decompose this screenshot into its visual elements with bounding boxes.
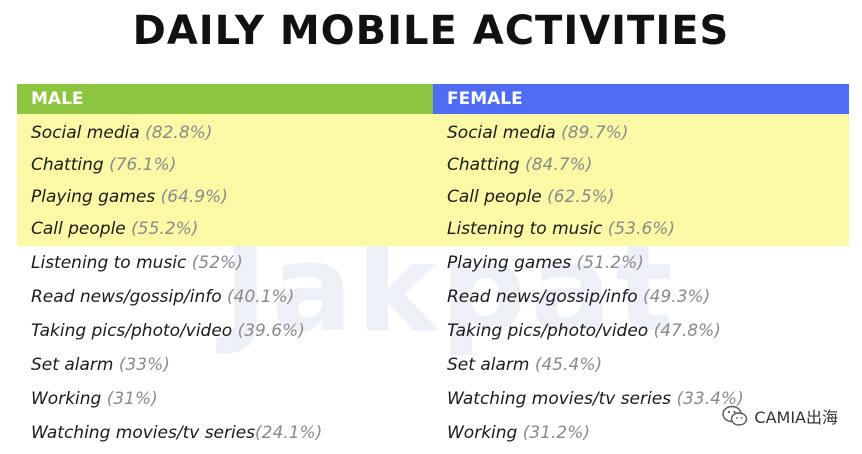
activity-percent: (55.2%) bbox=[131, 219, 199, 239]
plain-rows: Listening to music (52%) Playing games (… bbox=[17, 246, 849, 450]
activity-label: Chatting bbox=[447, 155, 520, 175]
activity-label: Playing games bbox=[447, 253, 572, 273]
female-cell: Listening to music (53.6%) bbox=[433, 219, 849, 239]
activity-percent: (31%) bbox=[106, 389, 158, 409]
table-row: Read news/gossip/info (40.1%) Read news/… bbox=[17, 280, 849, 314]
header-male: MALE bbox=[17, 84, 433, 114]
activity-percent: (64.9%) bbox=[160, 187, 228, 207]
table-row: Listening to music (52%) Playing games (… bbox=[17, 246, 849, 280]
female-cell: Set alarm (45.4%) bbox=[433, 355, 849, 375]
activity-percent: (40.1%) bbox=[227, 287, 295, 307]
table-row: Working (31%) Watching movies/tv series … bbox=[17, 382, 849, 416]
table-row: Chatting (76.1%) Chatting (84.7%) bbox=[17, 149, 849, 181]
female-cell: Watching movies/tv series (33.4%) bbox=[433, 389, 849, 409]
male-cell: Taking pics/photo/video (39.6%) bbox=[17, 321, 433, 341]
activity-label: Call people bbox=[31, 219, 126, 239]
wechat-icon bbox=[722, 405, 748, 427]
activity-percent: (39.6%) bbox=[237, 321, 305, 341]
female-cell: Social media (89.7%) bbox=[433, 123, 849, 143]
activity-percent: (33%) bbox=[118, 355, 170, 375]
table-row: Set alarm (33%) Set alarm (45.4%) bbox=[17, 348, 849, 382]
activity-percent: (84.7%) bbox=[525, 155, 593, 175]
activity-label: Set alarm bbox=[447, 355, 530, 375]
activity-label: Listening to music bbox=[31, 253, 187, 273]
male-cell: Call people (55.2%) bbox=[17, 219, 433, 239]
male-cell: Read news/gossip/info (40.1%) bbox=[17, 287, 433, 307]
activity-label: Playing games bbox=[31, 187, 156, 207]
activity-label: Working bbox=[31, 389, 102, 409]
activity-label: Social media bbox=[447, 123, 556, 143]
table-row: Call people (55.2%) Listening to music (… bbox=[17, 213, 849, 245]
activity-percent: (33.4%) bbox=[676, 389, 744, 409]
activity-percent: (82.8%) bbox=[145, 123, 213, 143]
male-cell: Set alarm (33%) bbox=[17, 355, 433, 375]
female-cell: Playing games (51.2%) bbox=[433, 253, 849, 273]
activity-label: Watching movies/tv series bbox=[447, 389, 672, 409]
activity-label: Watching movies/tv series bbox=[31, 423, 256, 443]
table-row: Social media (82.8%) Social media (89.7%… bbox=[17, 117, 849, 149]
activity-label: Call people bbox=[447, 187, 542, 207]
table-row: Playing games (64.9%) Call people (62.5%… bbox=[17, 181, 849, 213]
header-female: FEMALE bbox=[433, 84, 849, 114]
female-cell: Chatting (84.7%) bbox=[433, 155, 849, 175]
female-cell: Read news/gossip/info (49.3%) bbox=[433, 287, 849, 307]
activity-label: Set alarm bbox=[31, 355, 114, 375]
source-watermark: CAMIA出海 bbox=[722, 404, 838, 428]
activity-percent: (45.4%) bbox=[534, 355, 603, 375]
activity-percent: (49.3%) bbox=[643, 287, 711, 307]
male-cell: Working (31%) bbox=[17, 389, 433, 409]
activity-label: Taking pics/photo/video bbox=[447, 321, 649, 341]
female-cell: Taking pics/photo/video (47.8%) bbox=[433, 321, 849, 341]
activity-label: Taking pics/photo/video bbox=[31, 321, 233, 341]
table-header: MALE FEMALE bbox=[17, 84, 849, 114]
male-cell: Social media (82.8%) bbox=[17, 123, 433, 143]
female-cell: Call people (62.5%) bbox=[433, 187, 849, 207]
activity-percent: (31.2%) bbox=[522, 423, 591, 443]
activity-percent: (51.2%) bbox=[576, 253, 644, 273]
activity-percent: (76.1%) bbox=[109, 155, 177, 175]
activity-percent: (47.8%) bbox=[653, 321, 721, 341]
table-row: Taking pics/photo/video (39.6%) Taking p… bbox=[17, 314, 849, 348]
activity-label: Read news/gossip/info bbox=[447, 287, 644, 307]
activity-percent: (89.7%) bbox=[561, 123, 629, 143]
activity-label: Read news/gossip/info bbox=[31, 287, 228, 307]
male-cell: Listening to music (52%) bbox=[17, 253, 433, 273]
activities-table: MALE FEMALE Social media (82.8%) Social … bbox=[17, 84, 849, 450]
activity-label: Listening to music bbox=[447, 219, 603, 239]
activity-percent: (52%) bbox=[191, 253, 243, 273]
activity-label: Social media bbox=[31, 123, 140, 143]
male-cell: Playing games (64.9%) bbox=[17, 187, 433, 207]
activity-label: Chatting bbox=[31, 155, 104, 175]
page-title: DAILY MOBILE ACTIVITIES bbox=[132, 8, 730, 54]
male-cell: Chatting (76.1%) bbox=[17, 155, 433, 175]
highlighted-rows: Social media (82.8%) Social media (89.7%… bbox=[17, 114, 849, 246]
female-cell: Working (31.2%) bbox=[433, 423, 849, 443]
table-row: Watching movies/tv series(24.1%) Working… bbox=[17, 416, 849, 450]
activity-percent: (62.5%) bbox=[547, 187, 615, 207]
source-watermark-text: CAMIA出海 bbox=[754, 408, 838, 427]
male-cell: Watching movies/tv series(24.1%) bbox=[17, 423, 433, 443]
activity-percent: (24.1%) bbox=[255, 423, 323, 443]
activity-percent: (53.6%) bbox=[607, 219, 676, 239]
activity-label: Working bbox=[447, 423, 518, 443]
